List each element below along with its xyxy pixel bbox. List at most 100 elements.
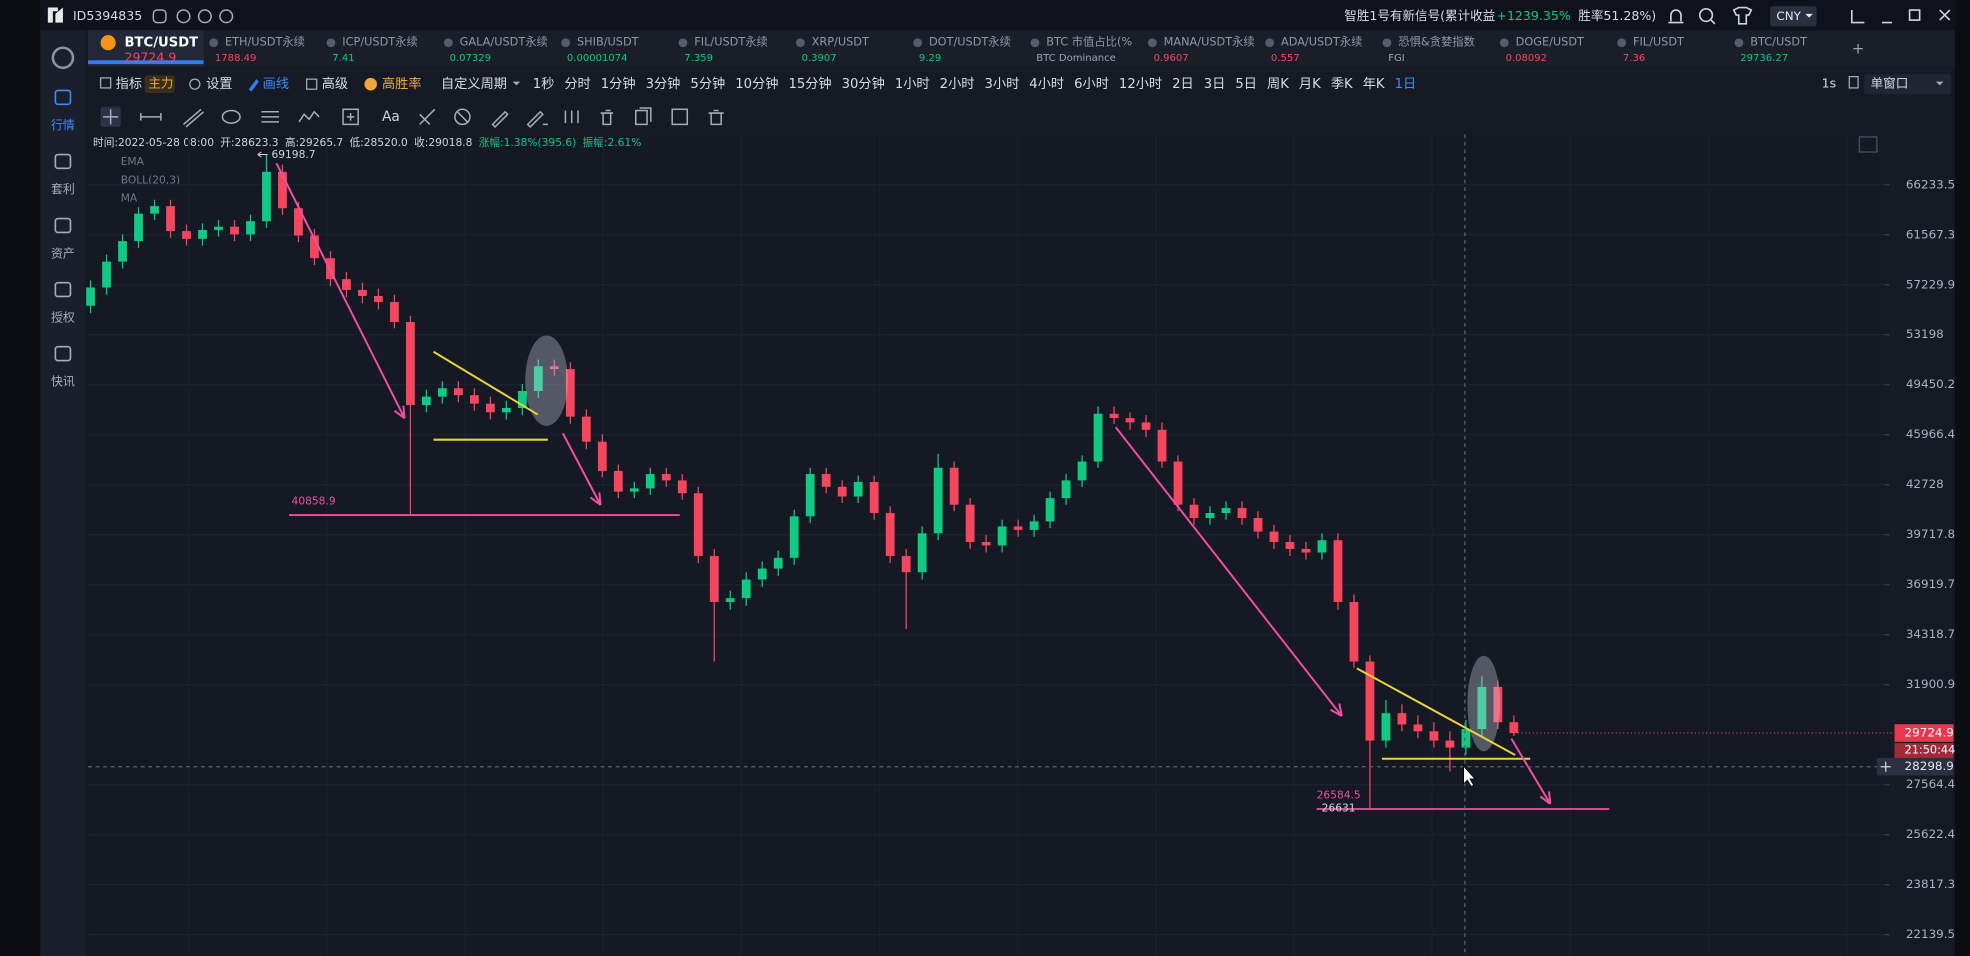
draw-button[interactable]: 画线 <box>263 76 289 92</box>
candle-body <box>725 598 735 602</box>
currency[interactable]: CNY <box>1776 9 1801 23</box>
candle-body <box>741 579 751 599</box>
ticker-price[interactable]: 7.36 <box>1623 53 1645 64</box>
interval-option[interactable]: 2日 <box>1172 77 1194 92</box>
ticker-name[interactable]: BTC/USDT <box>124 36 198 51</box>
interval-option[interactable]: 2小时 <box>940 76 975 92</box>
y-tick-label: 22139.5 <box>1906 927 1955 941</box>
sidebar-label[interactable]: 快讯 <box>51 374 75 388</box>
interval-option[interactable]: 6小时 <box>1074 76 1109 92</box>
ticker-name[interactable]: XRP/USDT <box>812 36 869 49</box>
layout-icon[interactable] <box>1848 76 1859 89</box>
ticker-name[interactable]: ADA/USDT永续 <box>1281 35 1362 49</box>
custom-period[interactable]: 自定义周期 <box>441 76 507 92</box>
indicator-label[interactable]: EMA <box>121 155 145 168</box>
refresh-rate[interactable]: 1s <box>1822 76 1837 91</box>
ticker-name[interactable]: BTC/USDT <box>1750 36 1807 49</box>
interval-option[interactable]: 10分钟 <box>735 75 778 92</box>
candle-body <box>901 556 911 573</box>
ticker-price[interactable]: FGI <box>1388 53 1405 64</box>
ticker-price[interactable]: 7.41 <box>332 53 354 64</box>
win-rate-button[interactable]: 高胜率 <box>382 75 422 92</box>
ticker-name[interactable]: FIL/USDT <box>1633 36 1684 49</box>
window-select[interactable] <box>1864 74 1952 95</box>
interval-option[interactable]: 1分钟 <box>601 75 636 92</box>
ticker-price[interactable]: 1788.49 <box>215 53 256 64</box>
ticker-name[interactable]: DOT/USDT永续 <box>929 35 1011 49</box>
crosshair-plus[interactable] <box>1880 761 1891 772</box>
interval-option[interactable]: 分时 <box>564 76 590 92</box>
indicator-label[interactable]: MA <box>121 191 138 204</box>
candle-body <box>661 474 671 481</box>
ticker-name[interactable]: SHIB/USDT <box>577 36 639 49</box>
interval-option[interactable]: 1秒 <box>533 76 555 92</box>
ticker-price[interactable]: 0.00001074 <box>567 53 628 64</box>
interval-option[interactable]: 周K <box>1267 77 1289 92</box>
interval-option[interactable]: 季K <box>1331 76 1353 92</box>
currency-select[interactable] <box>1770 6 1817 27</box>
interval-option[interactable]: 3小时 <box>985 76 1020 92</box>
window-mode[interactable]: 单窗口 <box>1871 76 1909 91</box>
interval-option[interactable]: 4小时 <box>1029 76 1064 92</box>
advanced-button[interactable]: 高级 <box>322 75 348 92</box>
info-amplitude: 振幅:2.61% <box>583 136 642 149</box>
ticker-price[interactable]: 0.3907 <box>802 53 837 64</box>
interval-option[interactable]: 3日 <box>1204 77 1226 92</box>
candle-body <box>342 279 351 290</box>
ticker-price[interactable]: 0.557 <box>1271 53 1300 64</box>
ticker-price[interactable]: 9.29 <box>919 53 941 64</box>
ticker-active-underline <box>88 60 204 65</box>
y-tick-label: 25622.4 <box>1906 827 1955 841</box>
sidebar-label[interactable]: 授权 <box>51 310 75 324</box>
ticker-row <box>88 30 1955 67</box>
ticker-price[interactable]: 0.07329 <box>450 53 491 64</box>
ticker-icon <box>913 38 923 48</box>
ticker-price[interactable]: 0.9607 <box>1154 53 1189 64</box>
interval-option[interactable]: 年K <box>1363 76 1385 92</box>
ticker-name[interactable]: 恐惧&贪婪指数 <box>1398 35 1475 49</box>
ticker-name[interactable]: ICP/USDT永续 <box>342 35 417 49</box>
ticker-price[interactable]: 7.359 <box>684 53 713 64</box>
indicator-button[interactable]: 指标 <box>116 76 142 92</box>
sidebar-label[interactable]: 套利 <box>51 182 75 196</box>
ticker-name[interactable]: GALA/USDT永续 <box>460 35 548 49</box>
top-right-icons[interactable] <box>1668 6 1951 25</box>
ticker-name[interactable]: FIL/USDT永续 <box>694 35 768 49</box>
ticker-name[interactable]: MANA/USDT永续 <box>1164 35 1255 49</box>
sidebar-label[interactable]: 资产 <box>51 246 75 260</box>
interval-option[interactable]: 15分钟 <box>788 75 831 92</box>
interval-option[interactable]: 3分钟 <box>646 75 681 92</box>
add-ticker[interactable]: + <box>1852 39 1865 57</box>
ticker-name[interactable]: BTC 市值占比(% <box>1046 35 1132 49</box>
text-tool[interactable]: Aa <box>382 109 400 125</box>
indicator-label[interactable]: BOLL(20,3) <box>121 173 180 186</box>
ticker-price[interactable]: 0.08092 <box>1506 53 1547 64</box>
signal-win-rate[interactable]: 胜率51.28%) <box>1578 8 1656 23</box>
ticker-price[interactable]: 29724.9 <box>124 49 176 64</box>
y-tick-label: 66233.5 <box>1906 177 1955 191</box>
candle-body <box>1013 526 1023 530</box>
main-button[interactable]: 主力 <box>148 76 173 91</box>
ticker-price[interactable]: BTC Dominance <box>1036 53 1116 64</box>
ticker-price[interactable]: 29736.27 <box>1740 53 1788 64</box>
sidebar-label[interactable]: 行情 <box>51 118 75 132</box>
ticker-name[interactable]: DOGE/USDT <box>1516 36 1584 49</box>
candle-body <box>1285 541 1295 549</box>
settings-button[interactable]: 设置 <box>206 76 232 92</box>
candle-body <box>453 388 463 396</box>
interval-option[interactable]: 5分钟 <box>690 75 725 92</box>
interval-option[interactable]: 5日 <box>1235 77 1257 92</box>
candle-body <box>1333 540 1343 602</box>
interval-option[interactable]: 月K <box>1299 77 1321 92</box>
interval-option[interactable]: 1小时 <box>895 76 930 92</box>
interval-option[interactable]: 1日 <box>1395 77 1417 92</box>
interval-option[interactable]: 30分钟 <box>842 75 885 92</box>
signal-gain[interactable]: +1239.35% <box>1496 8 1570 23</box>
chart-settings-icon[interactable] <box>1858 136 1878 153</box>
draw-tools[interactable] <box>100 106 724 128</box>
signal-text[interactable]: 智胜1号有新信号(累计收益 <box>1344 8 1495 23</box>
interval-option[interactable]: 12小时 <box>1119 76 1162 92</box>
window-caret <box>1935 81 1944 86</box>
candle-body <box>1205 512 1215 519</box>
ticker-name[interactable]: ETH/USDT永续 <box>225 35 305 49</box>
